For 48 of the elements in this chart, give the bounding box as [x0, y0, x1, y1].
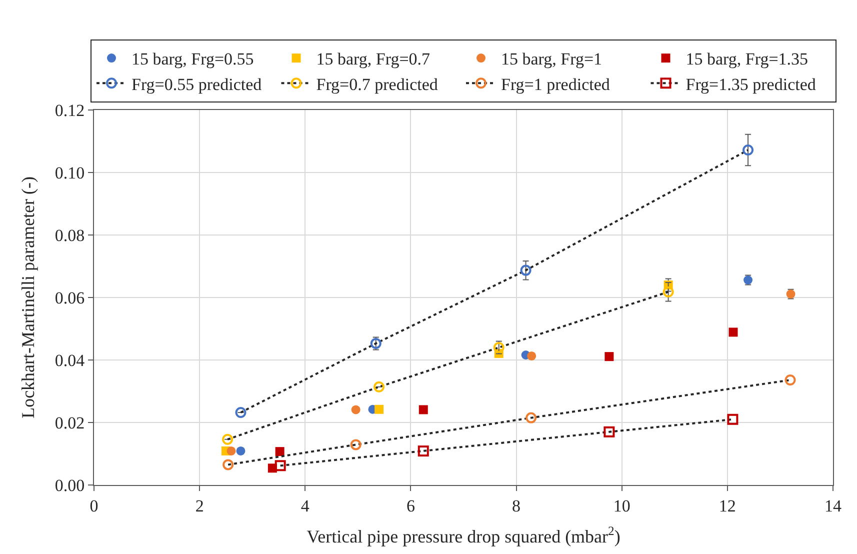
- x-axis-title: Vertical pipe pressure drop squared (mbar$^{2}$): [306, 524, 620, 546]
- point: [351, 405, 360, 414]
- y-tick-label: 0.08: [54, 226, 85, 245]
- x-tick-label: 4: [300, 496, 310, 516]
- x-tick-label: 12: [718, 496, 736, 516]
- legend-label: Frg=0.55 predicted: [132, 74, 262, 94]
- legend-label: Frg=0.7 predicted: [316, 74, 438, 94]
- y-tick-label: 0.04: [54, 350, 86, 370]
- point: [742, 144, 754, 156]
- point: [374, 381, 385, 392]
- point: [222, 459, 234, 470]
- y-axis-title: Lockhart-Martinelli parameter (-): [18, 176, 38, 418]
- legend-label: Frg=1.35 predicted: [686, 74, 816, 94]
- y-tick-label: 0.12: [54, 100, 85, 120]
- point: [527, 351, 536, 360]
- point: [275, 447, 284, 456]
- legend-label: 15 barg, Frg=1: [501, 50, 602, 69]
- point: [604, 352, 614, 362]
- legend-label: 15 barg, Frg=1.35: [686, 50, 808, 69]
- legend-label: 15 barg, Frg=0.7: [316, 50, 431, 69]
- point: [727, 414, 738, 425]
- point: [235, 407, 246, 418]
- legend-label: 15 barg, Frg=0.55: [132, 50, 254, 69]
- y-tick-label: 0.10: [54, 163, 85, 182]
- y-tick-label: 0.06: [54, 288, 85, 308]
- legend-label: Frg=1 predicted: [501, 74, 610, 94]
- x-tick-label: 10: [613, 496, 630, 516]
- x-tick-label: 2: [195, 496, 204, 516]
- point: [418, 445, 429, 456]
- point: [418, 405, 428, 414]
- point: [526, 412, 537, 424]
- point: [662, 286, 674, 298]
- x-tick-label: 0: [90, 496, 98, 516]
- point: [226, 446, 236, 456]
- point: [728, 328, 738, 337]
- point: [784, 374, 796, 386]
- x-tick-label: 8: [512, 496, 521, 516]
- point: [520, 264, 532, 276]
- x-tick-label: 6: [406, 496, 415, 516]
- point: [274, 460, 286, 472]
- point: [236, 446, 246, 456]
- point: [374, 404, 384, 414]
- x-tick-label: 14: [824, 496, 842, 516]
- point: [604, 426, 615, 438]
- point: [350, 439, 362, 450]
- y-tick-label: 0.02: [54, 413, 85, 432]
- y-tick-label: 0.00: [54, 476, 85, 495]
- point: [222, 434, 234, 445]
